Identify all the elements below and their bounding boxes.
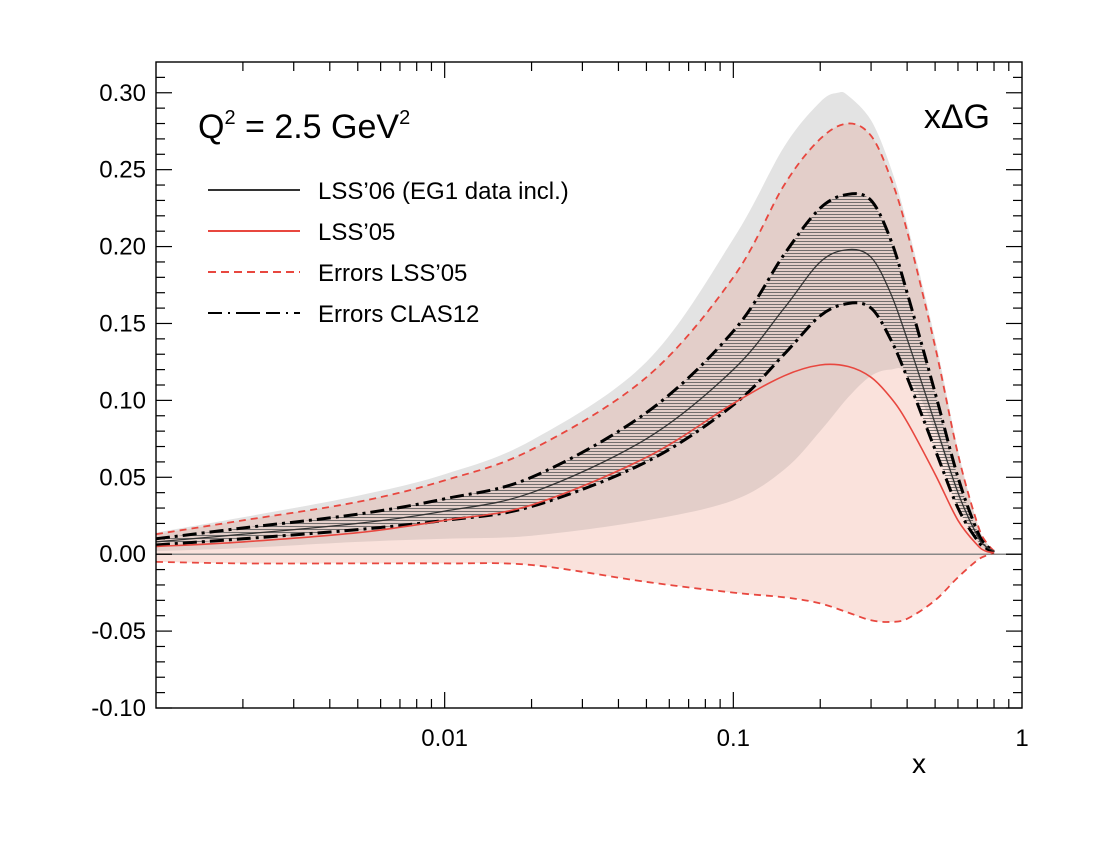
- y-tick-label: 0.25: [99, 157, 146, 184]
- x-tick-label: 1: [1015, 725, 1028, 752]
- y-tick-label: -0.05: [91, 618, 146, 645]
- legend-label: LSS’05: [318, 219, 395, 246]
- legend-label: Errors LSS’05: [318, 260, 467, 287]
- overlap-band: [156, 123, 994, 553]
- y-tick-label: 0.00: [99, 541, 146, 568]
- legend: LSS’06 (EG1 data incl.) LSS’05 Errors LSS’…: [208, 178, 569, 328]
- q2-sup2: 2: [399, 107, 410, 129]
- error-bands: [156, 92, 994, 622]
- y-tick-label: 0.05: [99, 464, 146, 491]
- q2-mid: = 2.5 GeV: [236, 108, 400, 146]
- y-tick-label: 0.20: [99, 234, 146, 261]
- curves: [156, 122, 995, 623]
- clas12-error-lower-curve: [156, 301, 995, 555]
- q2-prefix: Q: [198, 108, 224, 146]
- legend-label: LSS’06 (EG1 data incl.): [318, 178, 569, 205]
- legend-item-lss06: LSS’06 (EG1 data incl.): [208, 178, 569, 205]
- lss05-error-upper-curve: [156, 122, 995, 552]
- y-tick-label: 0.10: [99, 387, 146, 414]
- q2-sup: 2: [224, 107, 235, 129]
- function-label: xΔG: [924, 98, 990, 136]
- legend-label: Errors CLAS12: [318, 301, 479, 328]
- axis-ticks: [156, 62, 1022, 709]
- legend-item-err05: Errors LSS’05: [208, 260, 467, 287]
- legend-item-lss05: LSS’05: [208, 219, 395, 246]
- tick-labels: 0.01 0.1 1 0.30 0.25 0.20 0.15 0.10 0.05 0.00 -0.0…: [91, 80, 1028, 752]
- lss06-curve: [156, 248, 995, 552]
- y-tick-label: 0.15: [99, 310, 146, 337]
- lss05-curve: [156, 363, 995, 554]
- lss05-error-lower-curve: [156, 551, 995, 623]
- x-tick-label: 0.01: [421, 725, 468, 752]
- clas12-hatched-band: [156, 193, 994, 553]
- x-axis-title: x: [912, 748, 926, 779]
- y-tick-label: -0.10: [91, 695, 146, 722]
- legend-item-clas12: Errors CLAS12: [208, 301, 479, 328]
- q2-annotation: Q2 = 2.5 GeV2: [198, 107, 410, 146]
- y-tick-label: 0.30: [99, 80, 146, 107]
- x-tick-label: 0.1: [717, 725, 750, 752]
